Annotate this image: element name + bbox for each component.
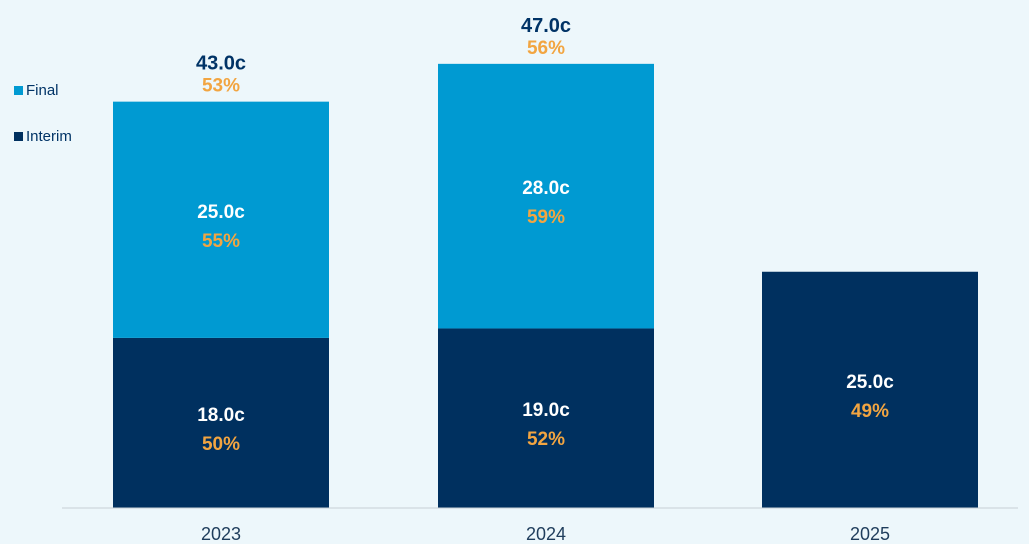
total-pct-label-2024: 56%: [527, 38, 565, 59]
value-label-interim-2024: 19.0c: [522, 400, 570, 421]
total-pct-label-2023: 53%: [202, 76, 240, 97]
x-tick-label-2025: 2025: [850, 524, 890, 544]
pct-label-interim-2023: 50%: [202, 434, 240, 455]
pct-label-interim-2025: 49%: [851, 401, 889, 422]
pct-label-final-2024: 59%: [527, 207, 565, 228]
bar-interim-2023: [113, 337, 329, 508]
legend-swatch-interim: [14, 131, 23, 141]
legend-label-final: Final: [26, 81, 59, 99]
legend-item-final: Final: [14, 80, 72, 100]
value-label-interim-2023: 18.0c: [197, 405, 245, 426]
bar-final-2023: [113, 101, 329, 338]
value-label-interim-2025: 25.0c: [846, 372, 894, 393]
total-label-2023: 43.0c: [196, 53, 246, 75]
legend: Final Interim: [14, 80, 72, 172]
value-label-final-2024: 28.0c: [522, 178, 570, 199]
pct-label-interim-2024: 52%: [527, 429, 565, 450]
bar-interim-2024: [438, 328, 654, 508]
legend-swatch-final: [14, 85, 23, 95]
bar-interim-2025: [762, 271, 978, 508]
bars-layer: [113, 63, 978, 508]
legend-label-interim: Interim: [26, 127, 72, 145]
x-tick-label-2024: 2024: [526, 524, 566, 544]
bar-final-2024: [438, 63, 654, 329]
legend-item-interim: Interim: [14, 126, 72, 146]
pct-label-final-2023: 55%: [202, 231, 240, 252]
total-label-2024: 47.0c: [521, 15, 571, 37]
x-tick-label-2023: 2023: [201, 524, 241, 544]
value-label-final-2023: 25.0c: [197, 202, 245, 223]
